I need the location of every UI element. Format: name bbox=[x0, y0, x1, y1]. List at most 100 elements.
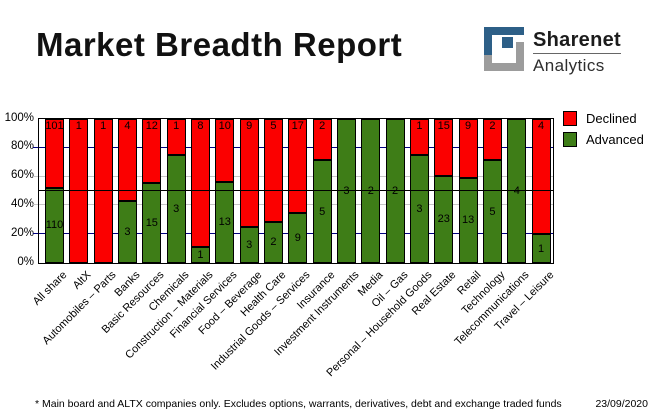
y-axis-tick-label: 100% bbox=[4, 111, 34, 124]
bar-segment-advanced bbox=[190, 247, 210, 263]
bar-segment-advanced bbox=[166, 155, 186, 263]
bar-value-label-advanced: 13 bbox=[461, 214, 475, 227]
bar-segment-advanced bbox=[409, 155, 429, 263]
bar-segment-advanced bbox=[45, 187, 64, 263]
bar-segment-advanced bbox=[312, 160, 332, 263]
y-axis-tick-mark bbox=[33, 233, 38, 235]
bar-value-label-advanced: 13 bbox=[218, 216, 231, 229]
legend-item-advanced: Advanced bbox=[563, 132, 644, 147]
bar-value-label-advanced: 3 bbox=[124, 226, 131, 239]
sharenet-logo-text: Sharenet Analytics bbox=[533, 30, 621, 74]
bar-value-label-declined: 101 bbox=[45, 120, 64, 132]
sharenet-logo: Sharenet Analytics bbox=[484, 27, 621, 76]
bar-value-label-advanced: 4 bbox=[513, 185, 520, 197]
sharenet-logo-icon bbox=[484, 27, 524, 76]
bar-value-label-advanced: 23 bbox=[437, 213, 450, 226]
legend: Declined Advanced bbox=[563, 111, 644, 153]
legend-label-advanced: Advanced bbox=[586, 132, 644, 147]
bar-value-label-declined: 2 bbox=[319, 120, 326, 132]
bar-value-label-declined: 15 bbox=[437, 120, 450, 132]
bar-value-label-declined: 8 bbox=[197, 120, 204, 132]
bar-segment-advanced bbox=[288, 213, 308, 263]
bar-altx: 1 bbox=[69, 119, 89, 263]
bar-segment-declined bbox=[142, 119, 162, 183]
legend-swatch-declined bbox=[563, 111, 577, 126]
bar-value-label-declined: 5 bbox=[270, 120, 277, 132]
bar-value-label-advanced: 5 bbox=[489, 205, 496, 218]
bar-retail: 9 13 bbox=[458, 119, 478, 263]
y-axis-tick-mark bbox=[33, 204, 38, 206]
legend-swatch-advanced bbox=[563, 132, 577, 147]
bar-industrial-goods-services: 17 9 bbox=[288, 119, 308, 263]
bar-segment-declined bbox=[409, 119, 429, 155]
y-axis-tick-mark bbox=[33, 175, 38, 177]
bar-value-label-advanced: 2 bbox=[270, 236, 277, 249]
bar-segment-declined bbox=[434, 119, 454, 176]
bar-segment-declined bbox=[482, 119, 502, 161]
bar-segment-advanced bbox=[361, 119, 381, 263]
bar-segment-advanced bbox=[215, 181, 235, 263]
report-date: 23/09/2020 bbox=[595, 398, 648, 410]
bar-oil-gas: 2 bbox=[385, 119, 405, 263]
bar-segment-advanced bbox=[239, 227, 259, 263]
bar-segment-declined bbox=[93, 119, 113, 263]
bar-segment-declined bbox=[239, 119, 259, 227]
bar-value-label-advanced: 5 bbox=[319, 205, 326, 218]
bar-all-share: 101 110 bbox=[45, 119, 64, 263]
bar-basic-resources: 12 15 bbox=[142, 119, 162, 263]
logo-divider bbox=[533, 52, 621, 54]
y-axis-tick-label: 40% bbox=[10, 197, 34, 210]
y-axis-tick-label: 60% bbox=[10, 169, 34, 182]
bar-value-label-declined: 9 bbox=[465, 120, 472, 132]
bar-value-label-advanced: 2 bbox=[392, 185, 399, 197]
bar-value-label-advanced: 1 bbox=[197, 249, 204, 262]
bar-value-label-advanced: 1 bbox=[538, 242, 545, 255]
bar-value-label-advanced: 15 bbox=[145, 217, 158, 229]
bar-value-label-advanced: 3 bbox=[416, 203, 423, 215]
bar-value-label-advanced: 3 bbox=[246, 239, 253, 251]
bar-segment-advanced bbox=[336, 119, 356, 263]
bar-value-label-declined: 4 bbox=[124, 120, 131, 132]
bar-segment-declined bbox=[190, 119, 210, 247]
y-axis-tick-mark bbox=[33, 146, 38, 148]
bar-value-label-declined: 2 bbox=[489, 120, 496, 132]
bar-segment-advanced bbox=[458, 177, 478, 263]
bar-segment-declined bbox=[531, 119, 551, 235]
bar-value-label-declined: 12 bbox=[145, 120, 158, 132]
bar-value-label-declined: 10 bbox=[218, 120, 231, 132]
bar-value-label-declined: 1 bbox=[100, 120, 107, 132]
bar-value-label-declined: 1 bbox=[416, 120, 423, 132]
bar-automobiles-parts: 1 bbox=[93, 119, 113, 263]
bar-telecommunications: 4 bbox=[507, 119, 527, 263]
bar-value-label-declined: 4 bbox=[538, 120, 545, 132]
bar-value-label-advanced: 9 bbox=[294, 232, 301, 245]
bar-financial-services: 10 13 bbox=[215, 119, 235, 263]
bar-value-label-declined: 9 bbox=[246, 120, 253, 132]
bar-segment-advanced bbox=[142, 183, 162, 263]
bar-segment-advanced bbox=[117, 201, 137, 263]
bar-segment-advanced bbox=[385, 119, 405, 263]
bar-segment-declined bbox=[117, 119, 137, 202]
footnote: * Main board and ALTX companies only. Ex… bbox=[35, 398, 562, 410]
legend-item-declined: Declined bbox=[563, 111, 644, 126]
bar-value-label-declined: 1 bbox=[173, 120, 180, 132]
bar-value-label-advanced: 3 bbox=[173, 203, 180, 215]
y-axis-tick-label: 0% bbox=[17, 255, 34, 268]
bar-segment-advanced bbox=[531, 234, 551, 263]
reference-line-50pct bbox=[39, 190, 553, 191]
y-axis-tick-label: 80% bbox=[10, 140, 34, 153]
bar-segment-advanced bbox=[263, 221, 283, 263]
bar-segment-declined bbox=[45, 119, 64, 188]
bar-segment-declined bbox=[69, 119, 89, 263]
bar-value-label-declined: 1 bbox=[75, 120, 82, 132]
logo-brand-name: Sharenet bbox=[533, 28, 621, 51]
y-axis-tick-label: 20% bbox=[10, 226, 34, 239]
bar-value-label-declined: 17 bbox=[291, 120, 304, 132]
bar-value-label-advanced: 110 bbox=[45, 219, 64, 232]
